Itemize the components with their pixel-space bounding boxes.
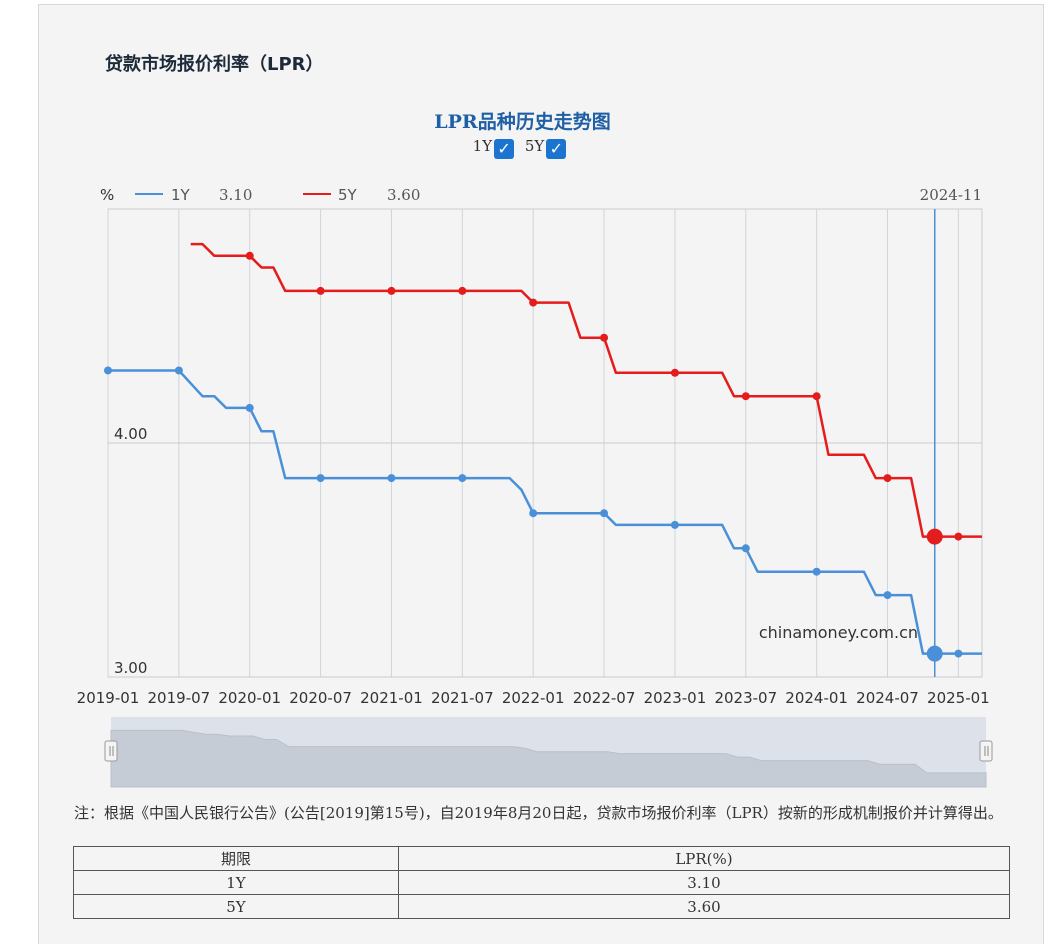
x-tick-label: 2019-07	[148, 689, 211, 707]
data-point-1y	[670, 520, 679, 529]
data-point-5y	[600, 333, 609, 342]
data-point-5y	[387, 286, 396, 295]
x-tick-label: 2024-07	[856, 689, 919, 707]
x-tick-label: 2025-01	[927, 689, 990, 707]
toggle-5y-label: 5Y	[524, 137, 545, 155]
data-point-1y	[741, 544, 750, 553]
table-header-rate: LPR(%)	[397, 846, 1011, 871]
data-point-5y	[883, 474, 892, 483]
table-header-term: 期限	[73, 846, 399, 871]
data-point-1y	[812, 567, 821, 576]
x-tick-label: 2020-01	[218, 689, 281, 707]
table-cell-rate: 3.60	[397, 894, 1011, 919]
toggle-5y-checkbox[interactable]: ✓	[546, 139, 567, 159]
y-tick-label: 3.00	[114, 659, 147, 677]
legend-5y-value: 3.60	[387, 186, 420, 204]
navigator-handle-right[interactable]	[979, 740, 993, 762]
y-unit-label: %	[100, 186, 114, 204]
data-point-1y	[883, 591, 892, 600]
data-point-1y	[529, 509, 538, 518]
x-tick-label: 2021-07	[431, 689, 494, 707]
table-cell-term: 5Y	[73, 894, 399, 919]
navigator-handle-left[interactable]	[104, 740, 118, 762]
data-point-1y	[316, 474, 325, 483]
data-point-1y	[174, 366, 183, 375]
chart-title: LPR品种历史走势图	[434, 111, 611, 133]
table-cell-rate: 3.10	[397, 870, 1011, 895]
x-tick-label: 2023-07	[714, 689, 777, 707]
series-line-1y	[108, 369, 982, 655]
data-point-1y	[387, 474, 396, 483]
x-tick-label: 2020-07	[289, 689, 352, 707]
data-point-1y	[458, 474, 467, 483]
crosshair-date-label: 2024-11	[920, 186, 982, 204]
data-point-1y	[600, 509, 609, 518]
range-navigator[interactable]	[104, 717, 993, 788]
x-tick-label: 2022-07	[573, 689, 636, 707]
data-point-5y	[741, 392, 750, 401]
data-point-1y	[104, 366, 112, 375]
x-tick-label: 2024-01	[785, 689, 848, 707]
y-tick-label: 4.00	[114, 425, 147, 443]
section-title: 贷款市场报价利率（LPR）	[105, 54, 324, 75]
data-point-5y	[812, 392, 821, 401]
table-header-row: 期限 LPR(%)	[73, 846, 1011, 871]
data-point-5y	[316, 286, 325, 295]
table-row: 1Y 3.10	[73, 870, 1011, 895]
series-line-5y	[190, 242, 982, 538]
table-row: 5Y 3.60	[73, 894, 1011, 919]
x-tick-label: 2021-01	[360, 689, 423, 707]
navigator-overview-area	[110, 729, 987, 788]
x-tick-label: 2022-01	[502, 689, 565, 707]
data-point-5y	[529, 298, 538, 307]
footnote: 注：根据《中国人民银行公告》(公告[2019]第15号)，自2019年8月20日…	[74, 804, 1003, 822]
watermark: chinamoney.com.cn	[759, 623, 918, 642]
series-toggles: 1Y ✓ 5Y ✓	[0, 137, 1045, 159]
data-point-1y	[954, 649, 963, 658]
toggle-1y-label: 1Y	[472, 137, 493, 155]
data-point-5y	[245, 251, 254, 260]
x-tick-label: 2019-01	[77, 689, 140, 707]
data-point-5y	[954, 532, 963, 541]
highlight-point-5y	[926, 528, 943, 545]
legend-1y-value: 3.10	[219, 186, 252, 204]
data-point-5y	[458, 286, 467, 295]
legend-5y-name: 5Y	[338, 186, 358, 204]
table-cell-term: 1Y	[73, 870, 399, 895]
data-point-1y	[245, 403, 254, 412]
toggle-1y-checkbox[interactable]: ✓	[494, 139, 515, 159]
lpr-table: 期限 LPR(%) 1Y 3.10 5Y 3.60	[73, 846, 1011, 919]
data-point-5y	[670, 368, 679, 377]
x-tick-label: 2023-01	[644, 689, 707, 707]
highlight-point-1y	[926, 645, 943, 662]
legend-1y-name: 1Y	[171, 186, 191, 204]
